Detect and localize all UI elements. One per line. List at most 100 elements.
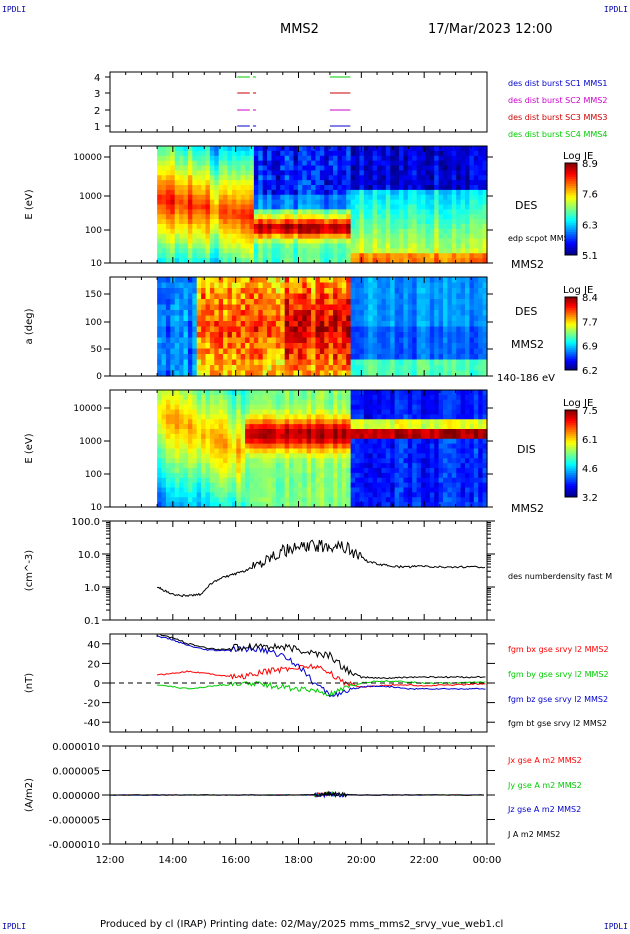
des_energy-cell [174,160,180,167]
dis_energy-cell [267,409,273,415]
dis_energy-cell [328,429,334,435]
des_energy-cell [183,199,189,206]
dis_energy-cell [196,497,202,503]
des_pitch-cell [469,310,475,317]
dis_energy-cell [377,433,383,440]
dis_energy-cell [174,458,180,464]
des_pitch-cell [478,337,484,344]
des_energy-cell [170,219,176,225]
des_energy-cell [179,214,185,220]
dis_energy-cell [403,472,409,479]
des_pitch-cell [227,288,233,295]
dis_energy-cell [275,482,281,489]
dis_energy-cell [157,448,163,454]
des_energy-cell [218,175,224,181]
des_energy-cell [407,165,413,171]
des_pitch-cell [196,299,202,306]
dis_energy-cell [372,477,378,484]
dis_energy-cell [394,492,400,498]
des_energy-cell [377,155,383,162]
dis_energy-cell [161,477,167,484]
des_pitch-cell [258,354,264,361]
des_pitch-cell [372,359,378,366]
des_pitch-cell [328,293,334,300]
dis_energy-cell [306,468,312,474]
dis_energy-cell [258,399,264,406]
dis_energy-cell [416,433,422,440]
des_energy-cell [205,258,211,264]
dis_energy-cell [218,477,224,484]
des_energy-cell [223,209,229,215]
des_energy-cell [368,214,374,220]
des-pitch-label: DES [515,305,537,318]
dis_energy-cell [284,487,290,493]
dis_energy-cell [372,458,378,464]
des_pitch-cell [192,359,198,366]
des_pitch-cell [192,343,198,350]
des_energy-cell [302,258,308,264]
des_energy-cell [434,248,440,254]
dis_energy-cell [381,409,387,415]
dis_energy-cell [209,443,215,450]
des_energy-cell [209,228,215,235]
des_pitch-cell [165,310,171,317]
des_energy-cell [473,160,479,167]
des_pitch-cell [297,343,303,350]
dis_energy-cell [403,424,409,430]
dis_energy-cell [289,453,295,459]
dis_energy-cell [372,414,378,420]
des_energy-cell [337,170,343,176]
des_energy-cell [267,160,273,167]
dis_energy-cell [297,477,303,484]
des_energy-cell [174,150,180,157]
des_pitch-cell [183,293,189,300]
dis_energy-cell [223,487,229,493]
des_pitch-cell [157,310,163,317]
des_energy-cell [359,155,365,162]
des_pitch-cell [341,315,347,322]
des_energy-cell [170,228,176,235]
des_energy-colorbar-step [565,183,577,187]
des_pitch-cell [209,348,215,355]
des_energy-cell [192,243,198,249]
des_energy-cell [434,199,440,206]
des_energy-cell [267,165,273,171]
dis_energy-cell [289,433,295,440]
des_pitch-cell [293,288,299,295]
des_energy-cell [350,224,356,230]
dis_energy-cell [227,448,233,454]
spacecraft-title: MMS2 [280,22,319,37]
des_energy-cell [231,189,237,196]
des_pitch-cell [385,299,391,306]
des_energy-cell [161,185,167,191]
des_energy-cell [209,224,215,230]
des_energy-cell [161,189,167,196]
des_pitch-cell [297,293,303,300]
dis_energy-cell [372,443,378,450]
des_energy-cell [315,194,321,201]
dis_energy-cell [363,477,369,484]
dis_energy-cell [179,492,185,498]
des_pitch-cell [205,277,211,284]
des_energy-cell [236,243,242,249]
des_pitch-cell [231,288,237,295]
des_pitch-cell [192,310,198,317]
des_energy-cell [403,165,409,171]
dis_energy-cell [192,472,198,479]
dis_energy-cell [289,497,295,503]
des_energy-cell [205,248,211,254]
des_energy-cell [201,155,207,162]
des_energy-cell [346,243,352,249]
dis_energy-cell [306,399,312,406]
dis_energy-cell [170,419,176,425]
des_energy-cell [377,160,383,167]
des_energy-cell [460,204,466,210]
des_pitch-cell [280,321,286,328]
des_pitch-cell [209,277,215,284]
dis_energy-cell [192,429,198,435]
des_energy-cell [355,253,361,259]
dis_energy-cell [165,404,171,411]
dis_energy-cell [394,502,400,508]
dis_energy-cell [245,492,251,498]
des_pitch-cell [355,315,361,322]
